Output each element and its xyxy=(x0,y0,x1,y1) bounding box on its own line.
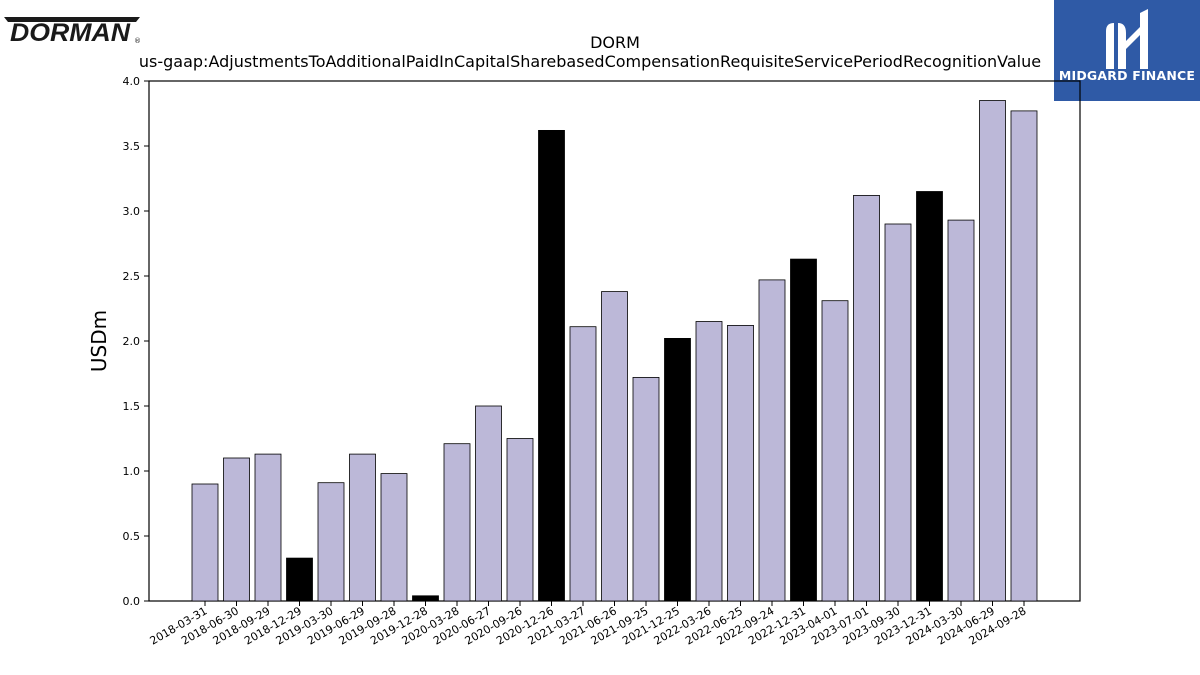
y-tick-label: 2.0 xyxy=(123,335,141,348)
bar xyxy=(790,258,817,602)
bar xyxy=(979,100,1006,602)
y-tick-label: 0.0 xyxy=(123,595,141,608)
bar xyxy=(191,483,219,602)
bar xyxy=(916,191,943,602)
y-tick-label: 3.5 xyxy=(123,140,141,153)
bar xyxy=(412,595,439,602)
bar xyxy=(380,473,408,602)
bar xyxy=(884,223,912,602)
bar xyxy=(632,376,660,602)
bar xyxy=(695,321,723,602)
y-tick-label: 3.0 xyxy=(123,205,141,218)
y-axis-label: USDm xyxy=(87,310,111,372)
bar xyxy=(601,291,628,602)
bar xyxy=(443,443,471,602)
bar xyxy=(821,300,849,602)
bar xyxy=(727,324,754,602)
dorman-logo-text: DORMAN xyxy=(10,19,131,44)
y-tick-label: 1.0 xyxy=(123,465,141,478)
y-tick-label: 2.5 xyxy=(123,270,141,283)
bar xyxy=(538,129,565,602)
chart-title: DORM xyxy=(590,33,640,52)
midgard-finance-logo: MIDGARD FINANCE xyxy=(1054,0,1200,101)
chart-subtitle: us-gaap:AdjustmentsToAdditionalPaidInCap… xyxy=(138,52,1042,71)
bar xyxy=(349,453,376,602)
bar xyxy=(664,337,691,602)
midgard-mark-icon xyxy=(1106,9,1148,69)
bar xyxy=(317,482,345,602)
bar xyxy=(254,453,282,602)
y-tick-label: 1.5 xyxy=(123,400,141,413)
bar xyxy=(947,219,975,602)
registered-mark-icon: ® xyxy=(134,37,140,44)
y-tick-label: 0.5 xyxy=(123,530,141,543)
bar xyxy=(286,557,313,602)
y-tick-label: 4.0 xyxy=(123,75,141,88)
bar xyxy=(569,326,597,602)
midgard-finance-logo-text: MIDGARD FINANCE xyxy=(1058,68,1196,83)
bar xyxy=(506,438,534,602)
bar xyxy=(758,279,786,602)
dorman-logo: DORMAN ® xyxy=(4,17,140,44)
bar xyxy=(1010,110,1038,602)
bar xyxy=(223,457,250,602)
bar xyxy=(475,405,502,602)
bar xyxy=(853,194,880,602)
